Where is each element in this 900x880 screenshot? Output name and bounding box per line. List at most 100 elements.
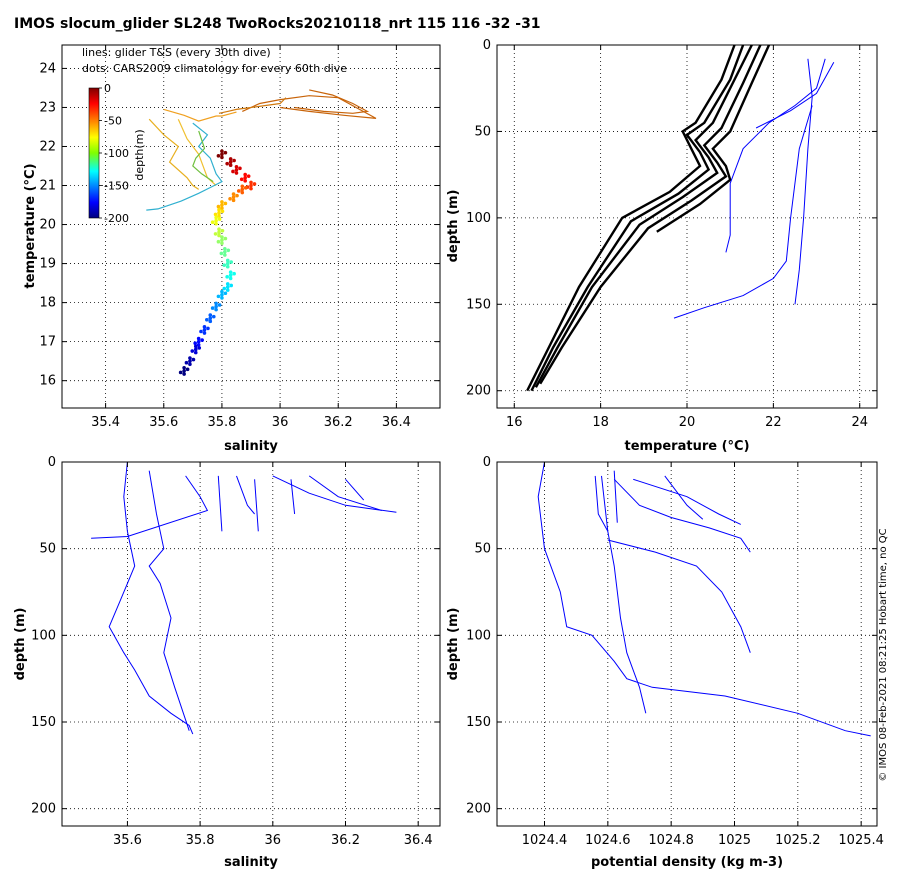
- climatology-dot: [208, 313, 213, 317]
- temperature-ytick-label: 50: [474, 124, 491, 139]
- colorbar-label: depth(m): [133, 129, 146, 180]
- climatology-dot: [220, 200, 224, 204]
- climatology-dot: [225, 288, 230, 292]
- climatology-dot: [234, 168, 239, 172]
- climatology-dot: [246, 174, 251, 178]
- climatology-dot: [217, 233, 221, 238]
- climatology-dot: [232, 158, 236, 163]
- climatology-dot: [188, 356, 192, 360]
- climatology-dot: [232, 271, 236, 276]
- temperature-xtick-label: 24: [851, 415, 868, 430]
- density-ytick-label: 0: [483, 455, 491, 470]
- climatology-dot: [240, 190, 245, 195]
- salinity-xtick-label: 36.4: [404, 833, 433, 848]
- climatology-dot: [228, 276, 233, 281]
- climatology-dot: [214, 304, 218, 309]
- glider-profile-line: [613, 470, 618, 523]
- climatology-dot: [200, 338, 204, 342]
- glider-profile-line: [755, 62, 835, 129]
- glider-profile-line: [607, 539, 751, 653]
- climatology-dot: [188, 359, 192, 363]
- glider-profile-line: [613, 478, 751, 553]
- glider-profile-line: [594, 475, 609, 532]
- climatology-dot: [238, 166, 242, 171]
- glider-profile-line: [108, 461, 194, 735]
- climatology-dot: [214, 215, 218, 220]
- climatology-profile-line: [526, 44, 736, 392]
- climatology-dot: [225, 285, 230, 289]
- climatology-dot: [178, 370, 183, 375]
- colorbar-ticks: 0 -50 -100 -150 -200: [99, 82, 129, 225]
- climatology-dot: [225, 282, 230, 286]
- ts-xtick-label: 35.8: [207, 415, 236, 430]
- climatology-dot: [220, 241, 224, 246]
- ts-ytick-label: 16: [39, 374, 56, 389]
- climatology-dot: [196, 339, 201, 344]
- climatology-dot: [228, 270, 233, 274]
- climatology-dot: [217, 303, 222, 307]
- climatology-dot: [243, 172, 247, 177]
- climatology-dot: [214, 221, 218, 226]
- climatology-dot: [228, 157, 233, 161]
- glider-profile-line: [91, 475, 209, 539]
- ts-ytick-label: 17: [39, 335, 56, 350]
- climatology-dot: [234, 164, 239, 169]
- salinity-ylabel: depth (m): [13, 608, 28, 681]
- climatology-dot: [231, 195, 236, 200]
- glider-profile-line: [345, 478, 365, 501]
- temperature-ytick-label: 0: [483, 38, 491, 53]
- climatology-dot: [220, 155, 224, 160]
- climatology-dot: [216, 294, 221, 299]
- climatology-dot: [191, 357, 196, 362]
- climatology-dot: [228, 273, 233, 278]
- glider-profile-line: [725, 58, 826, 253]
- salinity-ytick-label: 150: [31, 715, 56, 730]
- ts-xlabel: salinity: [224, 439, 278, 454]
- climatology-dot: [223, 201, 228, 206]
- climatology-dot: [231, 192, 236, 196]
- climatology-dot: [220, 149, 224, 153]
- temperature-ytick-label: 150: [466, 297, 491, 312]
- climatology-dot: [240, 184, 245, 189]
- temperature-xlabel: temperature (°C): [624, 439, 749, 454]
- density-xlabel: potential density (kg m-3): [591, 855, 783, 870]
- climatology-dot: [235, 193, 239, 198]
- climatology-dot: [229, 283, 234, 288]
- climatology-dot: [249, 183, 253, 188]
- climatology-dot: [216, 239, 221, 244]
- climatology-dot: [190, 349, 195, 353]
- salinity-grid: [62, 461, 440, 826]
- glider-profile-line: [673, 105, 813, 319]
- glider-profile-line: [272, 475, 397, 513]
- climatology-dot: [217, 207, 221, 212]
- timestamp-note: © IMOS 08-Feb-2021 08:21:25 Hobart time,…: [878, 528, 889, 781]
- climatology-dot: [225, 264, 230, 269]
- salinity-ytick-label: 50: [39, 542, 56, 557]
- climatology-dot: [202, 331, 207, 335]
- temperature-xtick-label: 18: [592, 415, 609, 430]
- salinity-ticks: 35.6 35.8 36 36.2 36.4 0 50 100 150 200: [31, 455, 440, 848]
- density-data: [537, 461, 871, 737]
- salinity-ytick-label: 200: [31, 802, 56, 817]
- glider-profile-line: [633, 478, 742, 525]
- climatology-dot: [214, 301, 218, 306]
- climatology-dot: [229, 260, 234, 264]
- climatology-dot: [185, 367, 190, 372]
- temperature-ticks: 16 18 20 22 24 0 50 100 150 200: [466, 38, 877, 430]
- ts-ytick-label: 19: [39, 257, 56, 272]
- density-ticks: 1024.4 1024.6 1024.8 1025 1025.2 1025.4 0 50 100…: [466, 455, 884, 848]
- salinity-data: [91, 461, 397, 735]
- climatology-dot: [226, 248, 231, 253]
- ts-ticks: 35.4 35.6 35.8 36 36.2 36.4 16 17 18 19 20 21 22 23 24: [39, 45, 440, 430]
- ts-ytick-label: 20: [39, 218, 56, 233]
- climatology-dot: [182, 365, 186, 370]
- density-xtick-label: 1025: [718, 833, 751, 848]
- ts-xtick-label: 36.4: [382, 415, 411, 430]
- climatology-dot: [223, 250, 227, 254]
- climatology-dot: [220, 152, 224, 157]
- climatology-dot: [217, 230, 221, 235]
- ts-xtick-label: 36: [272, 415, 289, 430]
- density-grid: [497, 461, 877, 826]
- climatology-dot: [213, 212, 218, 217]
